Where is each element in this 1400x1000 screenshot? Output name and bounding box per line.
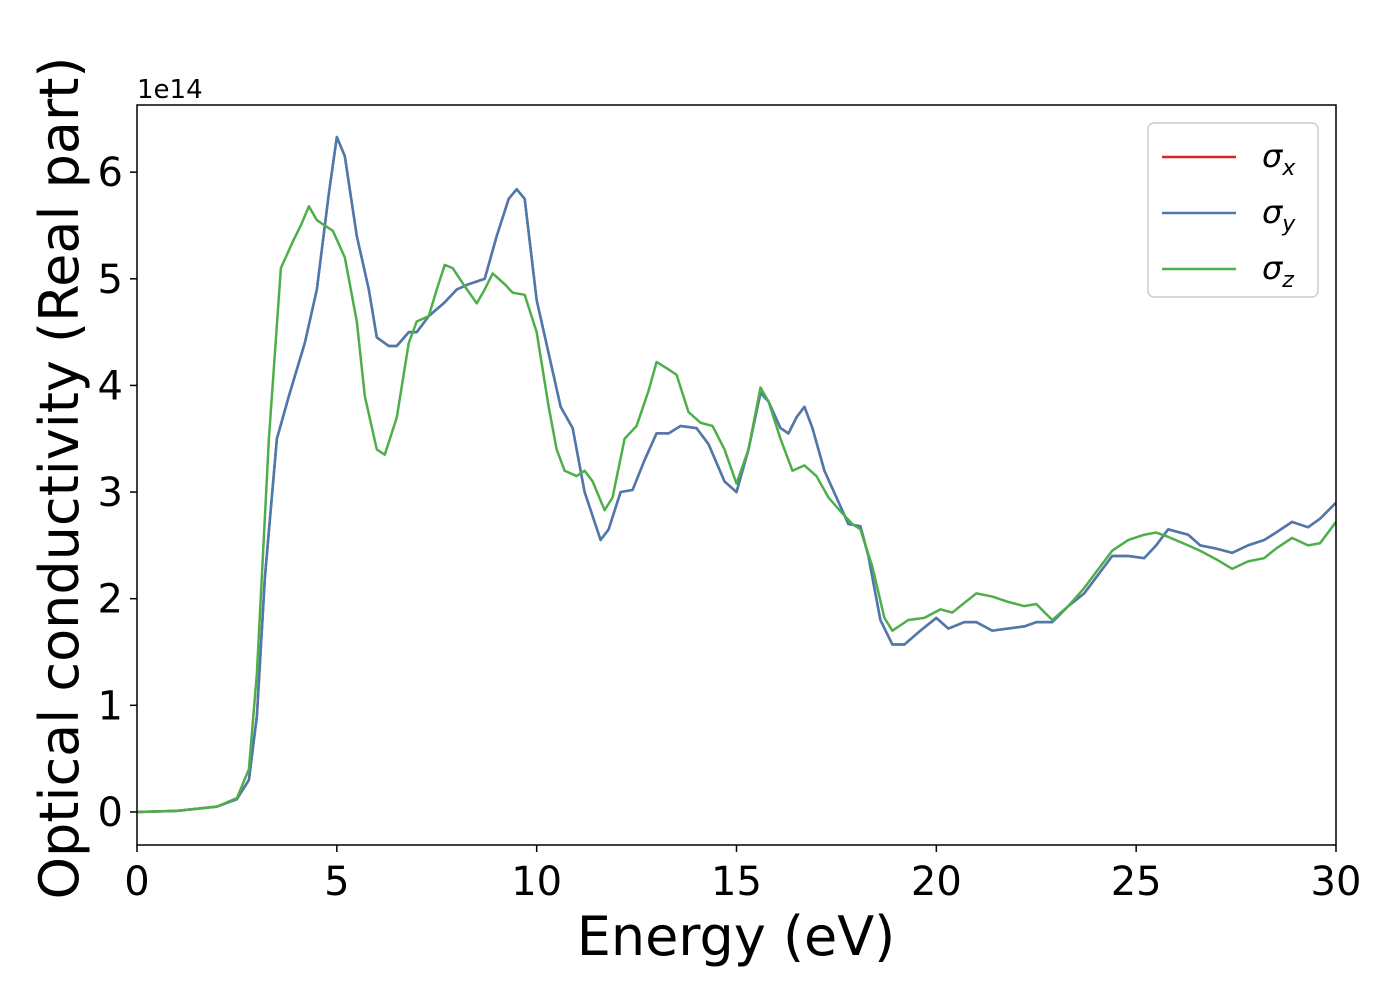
series-line xyxy=(137,135,1336,814)
legend-label: σy xyxy=(1262,193,1296,237)
plot-frame xyxy=(136,104,1337,846)
y-tick-label: 2 xyxy=(98,577,123,623)
legend-label: σx xyxy=(1262,137,1296,181)
x-tick-label: 0 xyxy=(124,859,149,905)
x-tick-label: 30 xyxy=(1311,859,1362,905)
plot-lines xyxy=(137,135,1336,814)
legend-label: σz xyxy=(1262,249,1294,293)
x-axis-label: Energy (eV) xyxy=(577,905,896,968)
x-tick-label: 10 xyxy=(511,859,562,905)
y-tick-label: 0 xyxy=(98,790,123,836)
y-tick-label: 3 xyxy=(98,470,123,516)
series-line xyxy=(137,205,1336,814)
x-tick-label: 25 xyxy=(1111,859,1162,905)
x-tick-label: 5 xyxy=(324,859,349,905)
y-offset-label: 1e14 xyxy=(137,75,203,105)
y-tick-label: 4 xyxy=(98,363,123,409)
x-tick-label: 15 xyxy=(711,859,762,905)
y-tick-label: 6 xyxy=(98,150,123,196)
y-tick-label: 5 xyxy=(98,257,123,303)
y-axis-label: Optical conductivity (Real part) xyxy=(28,57,91,900)
y-tick-label: 1 xyxy=(98,683,123,729)
legend-box xyxy=(1147,122,1319,298)
x-tick-label: 20 xyxy=(911,859,962,905)
